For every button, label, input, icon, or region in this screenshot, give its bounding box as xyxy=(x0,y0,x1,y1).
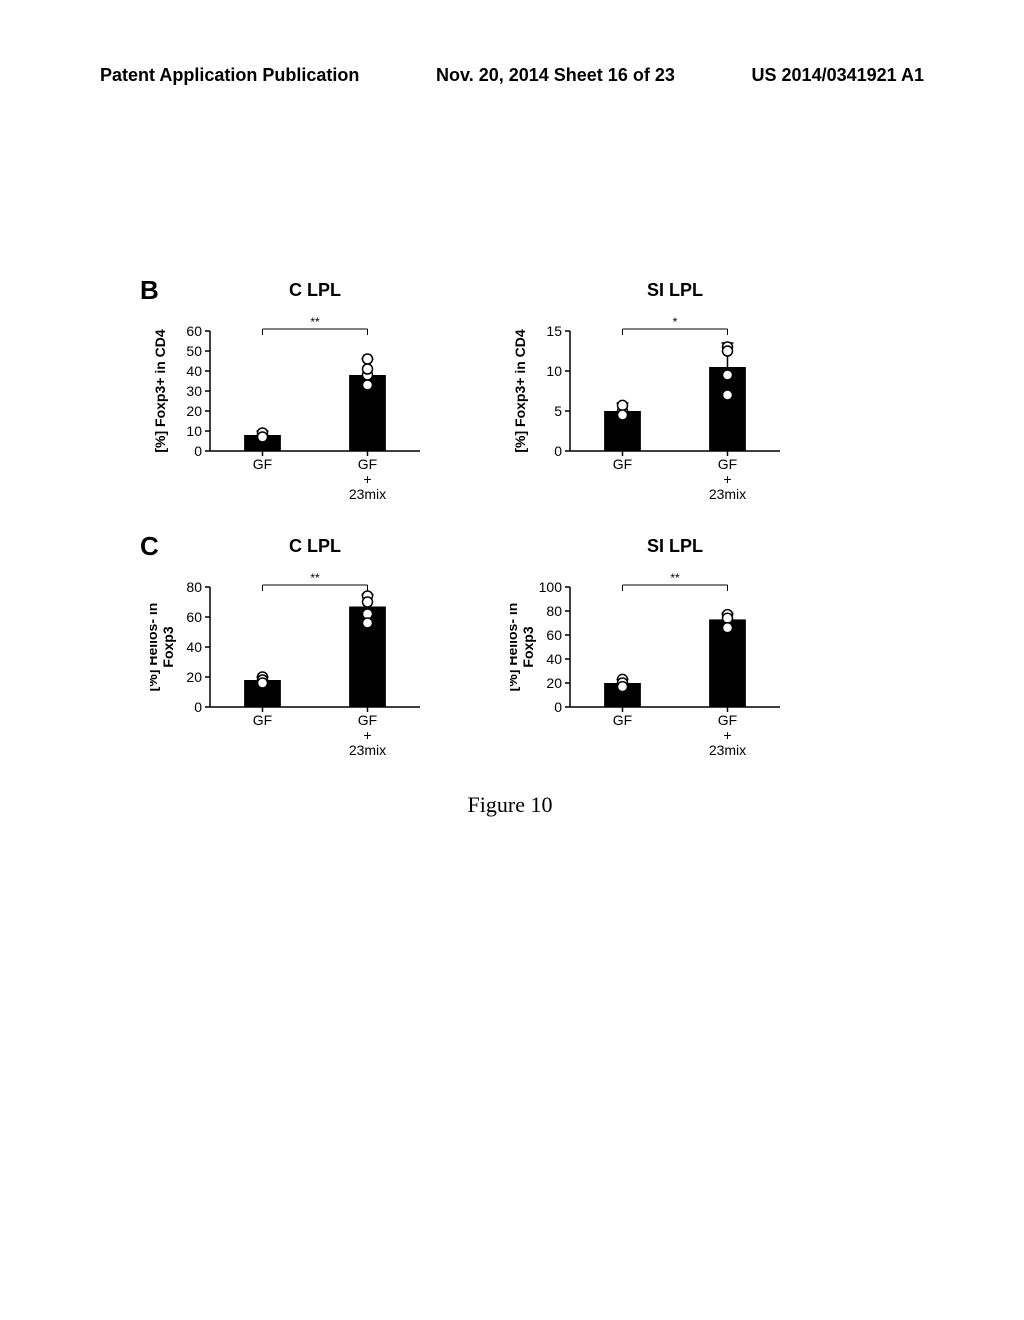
svg-text:Foxp3: Foxp3 xyxy=(160,626,176,667)
svg-text:60: 60 xyxy=(546,627,562,643)
chart-c-left-svg: 020406080[%] Helios- inFoxp3GFGF+23mix** xyxy=(150,562,430,762)
svg-text:40: 40 xyxy=(186,363,202,379)
svg-text:**: ** xyxy=(310,571,320,585)
chart-b-left-title: C LPL xyxy=(150,280,480,301)
header-left: Patent Application Publication xyxy=(100,65,359,86)
svg-text:23mix: 23mix xyxy=(709,742,746,758)
svg-text:30: 30 xyxy=(186,383,202,399)
chart-c-left-title: C LPL xyxy=(150,536,480,557)
chart-b-right-title: SI LPL xyxy=(510,280,840,301)
chart-c-left: C LPL 020406080[%] Helios- inFoxp3GFGF+2… xyxy=(150,536,480,762)
svg-text:+: + xyxy=(723,471,731,487)
figure-caption: Figure 10 xyxy=(150,792,870,818)
svg-text:[%] Helios- in: [%] Helios- in xyxy=(150,603,160,692)
svg-text:20: 20 xyxy=(546,675,562,691)
svg-text:20: 20 xyxy=(186,403,202,419)
svg-text:[%] Foxp3+ in CD4: [%] Foxp3+ in CD4 xyxy=(512,329,528,453)
page-header: Patent Application Publication Nov. 20, … xyxy=(0,65,1024,86)
svg-text:5: 5 xyxy=(554,403,562,419)
svg-text:*: * xyxy=(673,315,678,329)
chart-b-left-svg: 0102030405060[%] Foxp3+ in CD4GFGF+23mix… xyxy=(150,306,430,506)
svg-text:GF: GF xyxy=(613,712,632,728)
svg-text:[%] Foxp3+ in CD4: [%] Foxp3+ in CD4 xyxy=(152,329,168,453)
svg-text:**: ** xyxy=(310,315,320,329)
svg-text:50: 50 xyxy=(186,343,202,359)
chart-b-left: C LPL 0 10 20 30 40 50 60 [%] Foxp3+ in CD4 GF GF… xyxy=(150,280,480,506)
svg-text:80: 80 xyxy=(546,603,562,619)
panel-c-row: C C LPL 020406080[%] Helios- inFoxp3GFGF… xyxy=(150,536,870,762)
svg-text:40: 40 xyxy=(186,639,202,655)
svg-text:100: 100 xyxy=(539,579,563,595)
svg-text:20: 20 xyxy=(186,669,202,685)
panel-b-row: B C LPL 0102030405060[%] Foxp3+ in CD4GF… xyxy=(150,280,870,506)
chart-b-right: SI LPL 051015[%] Foxp3+ in CD4GFGF+23mix… xyxy=(510,280,840,506)
svg-text:15: 15 xyxy=(546,323,562,339)
svg-text:10: 10 xyxy=(186,423,202,439)
svg-text:60: 60 xyxy=(186,323,202,339)
chart-c-right-svg: 020406080100[%] Helios- inFoxp3GFGF+23mi… xyxy=(510,562,790,762)
svg-text:+: + xyxy=(723,727,731,743)
chart-b-right-svg: 051015[%] Foxp3+ in CD4GFGF+23mix* xyxy=(510,306,790,506)
svg-text:[%] Helios- in: [%] Helios- in xyxy=(510,603,520,692)
svg-text:GF: GF xyxy=(253,712,272,728)
svg-text:23mix: 23mix xyxy=(349,486,386,502)
svg-text:GF: GF xyxy=(613,456,632,472)
svg-text:Foxp3: Foxp3 xyxy=(520,626,536,667)
chart-c-right-title: SI LPL xyxy=(510,536,840,557)
svg-text:**: ** xyxy=(670,571,680,585)
chart-c-right: SI LPL 0 20 40 60 80 100 [%] Helios- inFoxp3 GF… xyxy=(510,536,840,762)
svg-text:GF: GF xyxy=(358,712,377,728)
svg-text:+: + xyxy=(363,471,371,487)
svg-text:23mix: 23mix xyxy=(709,486,746,502)
header-center: Nov. 20, 2014 Sheet 16 of 23 xyxy=(436,65,675,86)
svg-text:GF: GF xyxy=(253,456,272,472)
svg-text:+: + xyxy=(363,727,371,743)
svg-text:60: 60 xyxy=(186,609,202,625)
svg-text:40: 40 xyxy=(546,651,562,667)
svg-text:80: 80 xyxy=(186,579,202,595)
svg-text:0: 0 xyxy=(194,699,202,715)
svg-text:GF: GF xyxy=(718,712,737,728)
svg-text:10: 10 xyxy=(546,363,562,379)
header-right: US 2014/0341921 A1 xyxy=(752,65,924,86)
svg-text:GF: GF xyxy=(718,456,737,472)
figure-area: B C LPL 0102030405060[%] Foxp3+ in CD4GF… xyxy=(150,280,870,818)
svg-text:0: 0 xyxy=(554,443,562,459)
svg-text:0: 0 xyxy=(194,443,202,459)
svg-text:GF: GF xyxy=(358,456,377,472)
svg-text:0: 0 xyxy=(554,699,562,715)
svg-text:23mix: 23mix xyxy=(349,742,386,758)
